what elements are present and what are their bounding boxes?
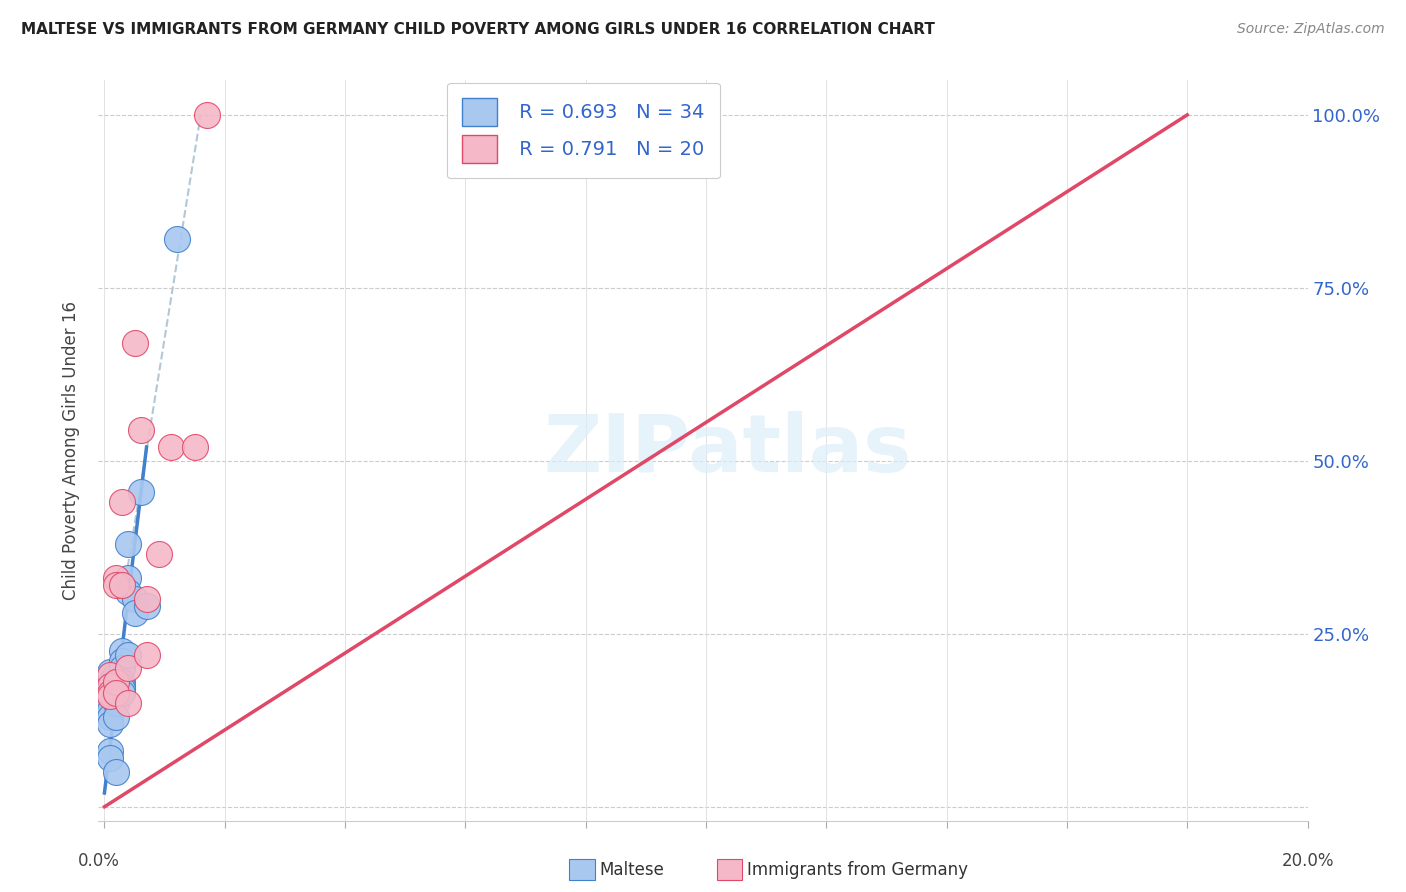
Point [100,679,122,693]
Point [100,751,122,765]
Point [100,675,122,690]
Point [124,606,146,620]
Point [148,547,170,561]
Point [195,108,218,122]
Text: 0.0%: 0.0% [77,852,120,870]
Point [105,679,128,693]
Point [117,696,139,710]
Point [100,665,122,679]
Point [135,592,157,607]
Point [100,689,122,703]
Point [117,648,139,662]
Legend:  R = 0.693   N = 34,  R = 0.791   N = 20: R = 0.693 N = 34, R = 0.791 N = 20 [447,83,720,178]
Point [111,679,134,693]
Point [117,585,139,599]
Point [105,685,128,699]
Point [124,592,146,607]
Point [105,675,128,690]
Point [124,336,146,351]
Point [117,572,139,586]
Point [105,696,128,710]
Point [166,232,188,246]
Point [105,578,128,592]
Point [100,668,122,682]
Point [129,423,152,437]
Y-axis label: Child Poverty Among Girls Under 16: Child Poverty Among Girls Under 16 [62,301,80,600]
Point [111,495,134,509]
Point [111,675,134,690]
Text: Immigrants from Germany: Immigrants from Germany [747,861,967,879]
Point [105,765,128,780]
Point [100,716,122,731]
Point [105,572,128,586]
Text: Maltese: Maltese [599,861,664,879]
Point [111,655,134,669]
Point [111,644,134,658]
Text: 20.0%: 20.0% [1281,852,1334,870]
Point [100,692,122,706]
Point [100,679,122,693]
Point [100,696,122,710]
Point [129,485,152,500]
Point [100,744,122,758]
Point [117,537,139,551]
Point [159,440,181,454]
Point [100,682,122,697]
Text: Source: ZipAtlas.com: Source: ZipAtlas.com [1237,22,1385,37]
Point [105,689,128,703]
Point [100,703,122,717]
Point [100,710,122,724]
Point [117,661,139,675]
Point [105,710,128,724]
Point [111,578,134,592]
Text: MALTESE VS IMMIGRANTS FROM GERMANY CHILD POVERTY AMONG GIRLS UNDER 16 CORRELATIO: MALTESE VS IMMIGRANTS FROM GERMANY CHILD… [21,22,935,37]
Point [183,440,205,454]
Text: ZIPatlas: ZIPatlas [543,411,911,490]
Point [111,682,134,697]
Point [135,648,157,662]
Point [100,685,122,699]
Point [111,661,134,675]
Point [105,682,128,697]
Point [135,599,157,614]
Point [111,685,134,699]
Point [105,668,128,682]
